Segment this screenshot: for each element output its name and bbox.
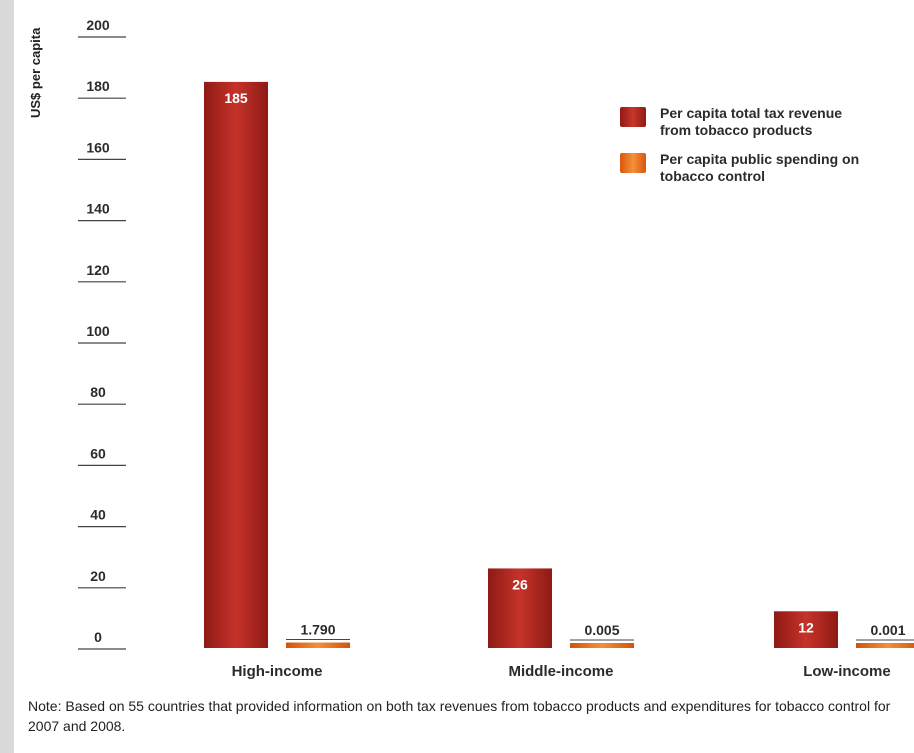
y-tick-label: 200 (86, 17, 110, 33)
y-axis-label: US$ per capita (28, 27, 43, 118)
chart-note: Note: Based on 55 countries that provide… (28, 698, 891, 734)
public-spending-bar (570, 643, 634, 648)
bar-chart: 0 20 40 60 80 100 120 140 160 180 200 185 1.790 High-… (78, 17, 914, 680)
y-tick-label: 80 (90, 384, 106, 400)
x-category-label: Low-income (803, 663, 891, 680)
legend-swatch-public-spending (620, 153, 646, 173)
tax-revenue-bar (488, 568, 552, 648)
y-tick-label: 180 (86, 78, 110, 94)
tax-revenue-data-label: 12 (798, 619, 814, 635)
legend-label-tax-revenue: Per capita total tax revenue from tobacc… (660, 105, 843, 138)
legend-swatch-tax-revenue (620, 107, 646, 127)
tax-revenue-data-label: 185 (224, 90, 248, 106)
tax-revenue-bar (774, 611, 838, 648)
chart-panel: 0 20 40 60 80 100 120 140 160 180 200 185 1.790 High-… (14, 0, 914, 753)
legend-label-public-spending: Per capita public spending on tobacco co… (660, 151, 860, 184)
public-spending-bar (856, 643, 914, 648)
public-spending-bar (286, 642, 350, 648)
y-tick-label: 160 (86, 139, 110, 155)
y-tick-label: 140 (86, 201, 110, 217)
y-tick-label: 20 (90, 568, 106, 584)
tax-revenue-bar (204, 81, 268, 648)
y-tick-label: 120 (86, 262, 110, 278)
public-spending-data-label: 0.001 (870, 622, 905, 638)
public-spending-data-label: 0.005 (584, 622, 619, 638)
legend: Per capita total tax revenue from tobacc… (620, 105, 860, 197)
x-category-label: Middle-income (508, 663, 613, 680)
x-category-label: High-income (232, 663, 323, 680)
y-tick-label: 0 (94, 629, 102, 645)
tax-revenue-data-label: 26 (512, 576, 528, 592)
legend-item-public-spending: Per capita public spending on tobacco co… (620, 151, 860, 185)
legend-item-tax-revenue: Per capita total tax revenue from tobacc… (620, 105, 860, 139)
y-tick-label: 100 (86, 323, 110, 339)
y-tick-label: 60 (90, 445, 106, 461)
y-tick-label: 40 (90, 507, 106, 523)
public-spending-data-label: 1.790 (300, 622, 335, 638)
